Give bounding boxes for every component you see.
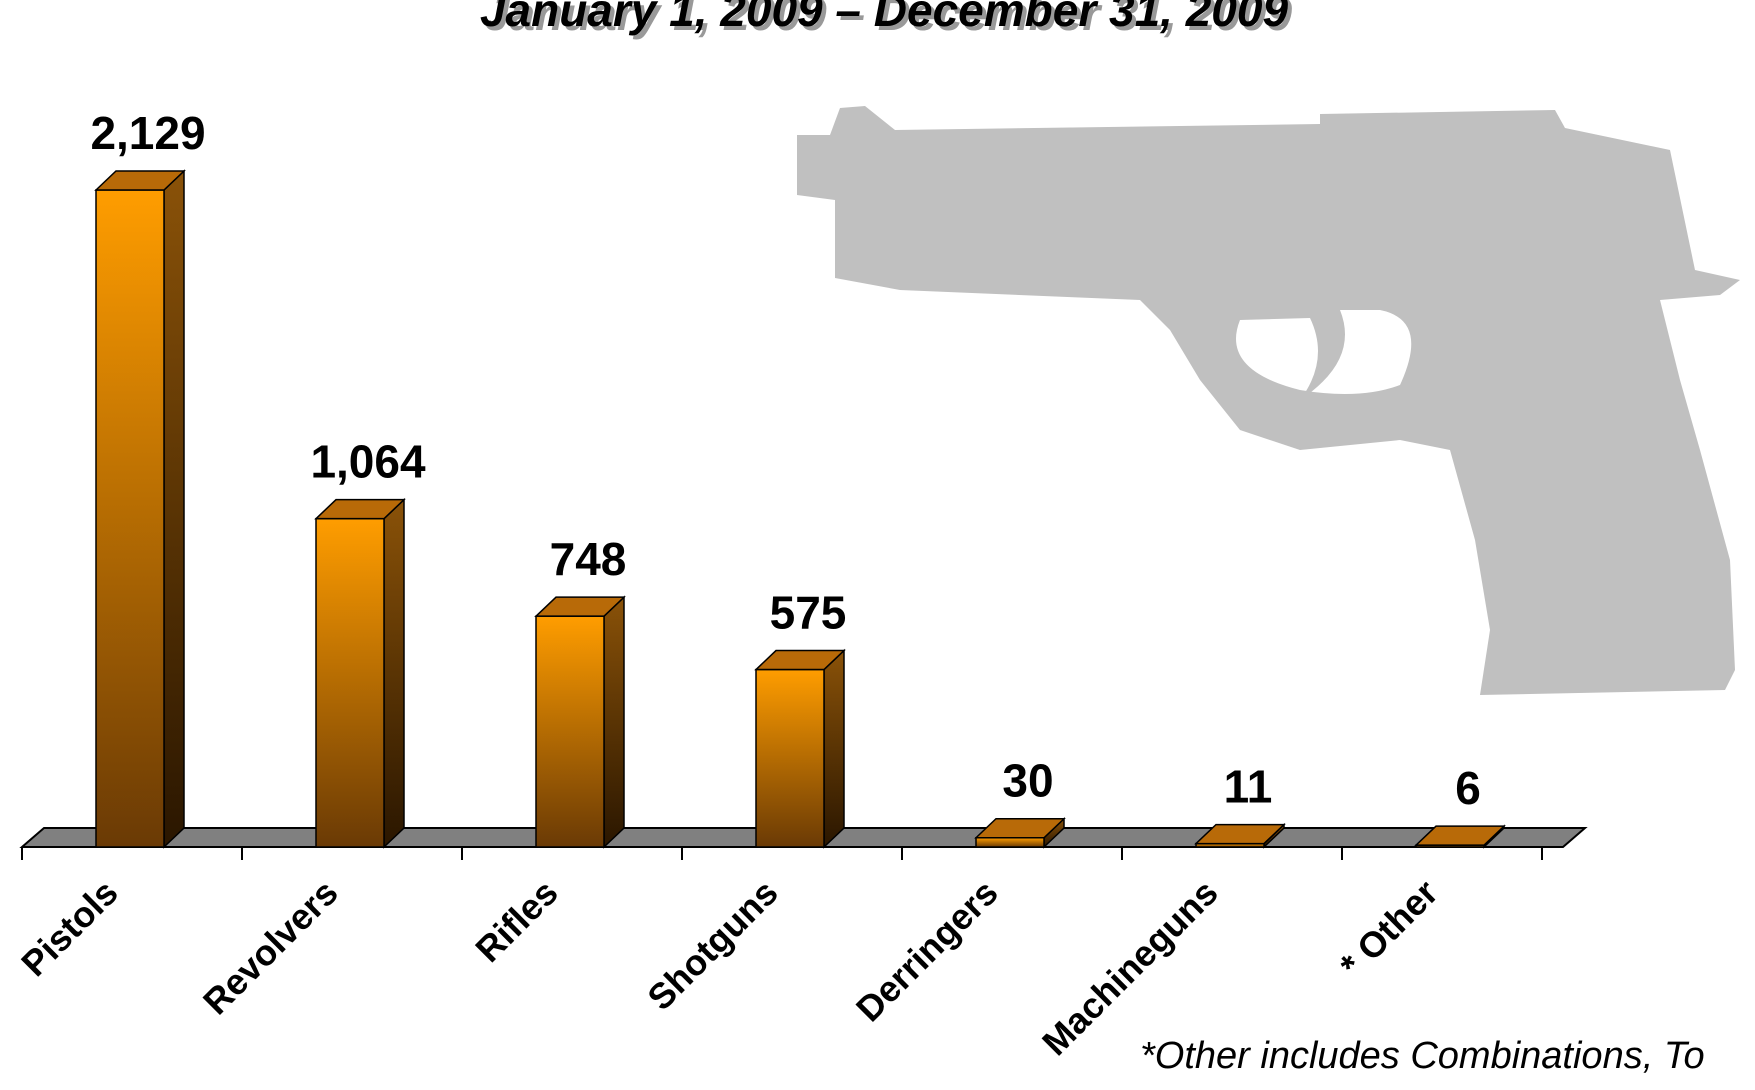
bar-top (974, 817, 1066, 839)
value-label: 6 (1455, 762, 1481, 814)
x-tick-label: * Other (1332, 872, 1446, 986)
bar (975, 836, 1045, 848)
value-label: 30 (1002, 755, 1053, 807)
bar (95, 189, 165, 848)
bar-side (823, 648, 845, 849)
bar-side (383, 497, 405, 849)
bar (535, 615, 605, 848)
x-tick-label: Revolvers (195, 872, 346, 1023)
bar-top (94, 170, 186, 191)
bar-top (754, 649, 846, 671)
value-label: 748 (550, 533, 627, 585)
bar-top (314, 498, 406, 520)
bar-top (1414, 825, 1506, 846)
chart-title: January 1, 2009 – December 31, 2009 (480, 0, 1289, 36)
value-label: 575 (770, 587, 847, 639)
bar-top (534, 596, 626, 617)
value-label: 1,064 (310, 436, 426, 488)
bar-top (1194, 823, 1286, 845)
value-label: 11 (1224, 761, 1273, 813)
title-shadow: January 1, 2009 – December 31, 2009 (484, 0, 1293, 40)
bar-side (163, 169, 185, 849)
bar (755, 668, 825, 848)
x-tick-label: Rifles (467, 872, 565, 970)
x-tick-label: Derringers (848, 872, 1006, 1030)
background-pistol (797, 106, 1740, 695)
bar (315, 517, 385, 848)
value-label: 2,129 (90, 107, 205, 159)
bar-side (603, 595, 625, 849)
footnote: *Other includes Combinations, To (1140, 1035, 1705, 1077)
x-tick-label: Shotguns (639, 872, 785, 1018)
x-tick-label: Pistols (13, 872, 125, 984)
